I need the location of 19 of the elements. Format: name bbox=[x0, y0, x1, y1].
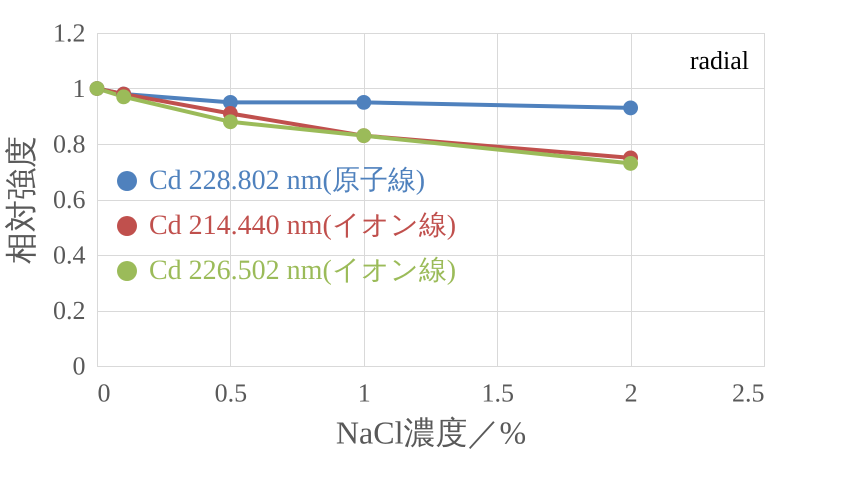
legend-label: Cd 228.802 nm(原子線) bbox=[149, 165, 426, 196]
legend-label: Cd 226.502 nm(イオン線) bbox=[149, 255, 456, 286]
y-tick-label: 0 bbox=[72, 352, 86, 380]
x-axis-title: NaCl濃度／% bbox=[336, 414, 526, 450]
x-tick-label: 0 bbox=[98, 378, 110, 408]
x-tick-label: 2.5 bbox=[732, 378, 764, 408]
y-tick-label: 0.8 bbox=[53, 130, 86, 158]
x-tick-label: 2 bbox=[624, 378, 638, 408]
annotation: radial bbox=[690, 46, 749, 75]
y-tick-label: 0.4 bbox=[53, 240, 86, 270]
y-tick-label: 0.2 bbox=[53, 296, 86, 325]
y-tick-label: 1 bbox=[72, 74, 86, 103]
y-axis-title: 相対強度 bbox=[3, 136, 39, 264]
x-tick-label: 1 bbox=[358, 378, 371, 408]
x-tick-label: 1.5 bbox=[481, 378, 514, 408]
y-tick-label: 0.6 bbox=[53, 185, 86, 214]
legend-label: Cd 214.440 nm(イオン線) bbox=[149, 210, 456, 241]
x-tick-label: 0.5 bbox=[214, 378, 248, 408]
y-tick-label: 1.2 bbox=[53, 18, 86, 48]
